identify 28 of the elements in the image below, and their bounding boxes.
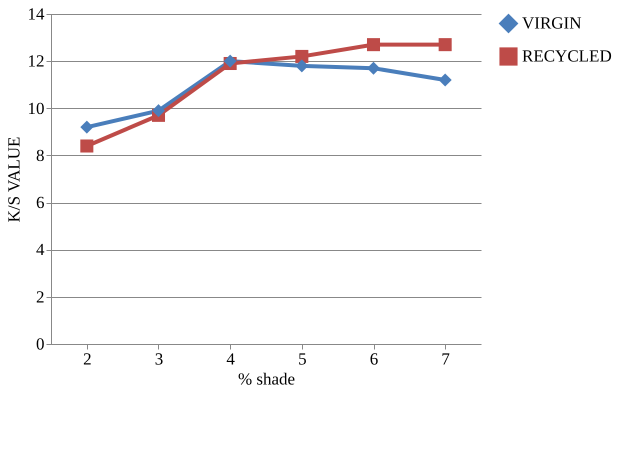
point bbox=[295, 59, 308, 72]
point bbox=[366, 38, 380, 52]
y-tick-label: 12 bbox=[28, 52, 44, 71]
x-tick-label: 7 bbox=[441, 350, 450, 368]
y-axis-title: K/S VALUE bbox=[4, 136, 24, 222]
point bbox=[438, 73, 452, 87]
point bbox=[80, 120, 94, 134]
x-tick-label: 3 bbox=[154, 350, 164, 368]
legend-label: RECYCLED bbox=[522, 46, 612, 66]
point bbox=[80, 139, 94, 153]
point bbox=[366, 62, 380, 75]
y-tick-label: 0 bbox=[36, 334, 44, 354]
point bbox=[224, 54, 237, 68]
point bbox=[295, 50, 308, 63]
y-tick-label: 14 bbox=[28, 4, 45, 24]
point bbox=[152, 104, 166, 118]
x-tick-label: 6 bbox=[370, 350, 378, 368]
x-tick-label: 2 bbox=[83, 350, 92, 368]
y-tick-label: 8 bbox=[36, 146, 44, 165]
x-tick-label: 4 bbox=[226, 350, 236, 368]
y-tick-label: 4 bbox=[36, 240, 45, 260]
point bbox=[438, 38, 452, 52]
y-tick-label: 2 bbox=[36, 287, 44, 306]
y-tick-label: 10 bbox=[28, 98, 44, 118]
x-tick-label: 5 bbox=[298, 350, 307, 368]
x-axis-title: % shade bbox=[238, 370, 296, 388]
y-tick-label: 6 bbox=[36, 193, 44, 212]
legend-label: VIRGIN bbox=[522, 14, 582, 32]
